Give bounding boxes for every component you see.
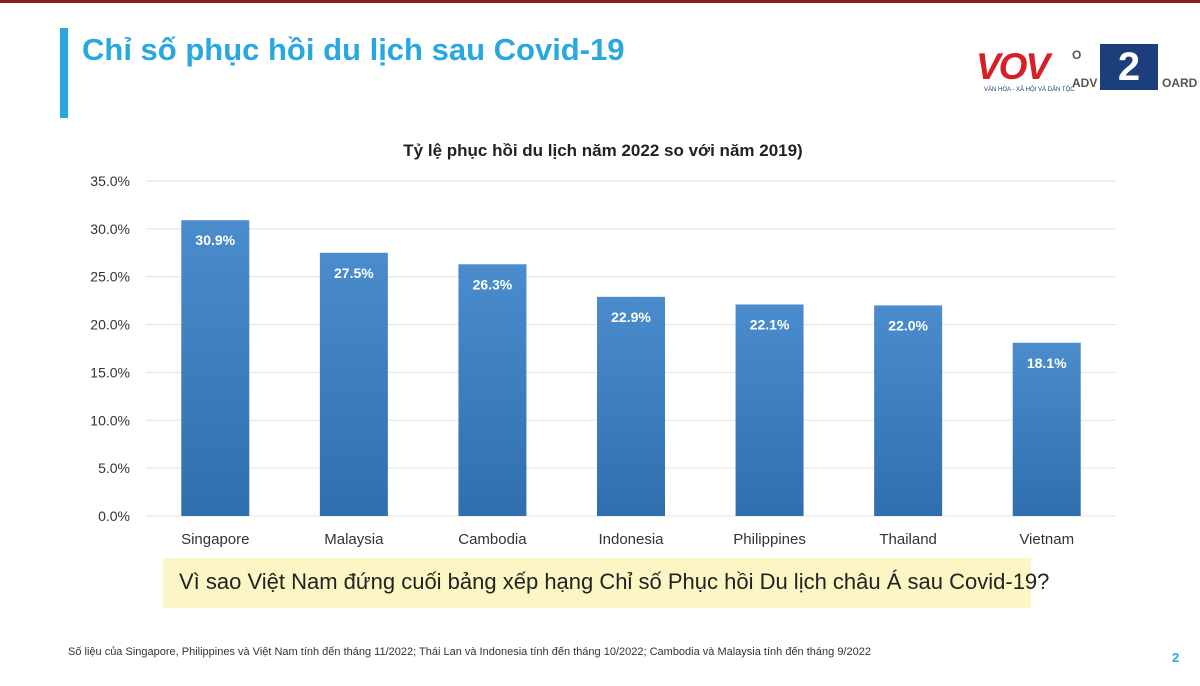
category-label: Thailand xyxy=(879,531,937,548)
question-text: Vì sao Việt Nam đứng cuối bảng xếp hạng … xyxy=(179,569,1050,594)
y-tick-label: 0.0% xyxy=(98,508,130,524)
bar-cambodia xyxy=(458,264,527,516)
bar-value-label: 22.1% xyxy=(750,316,790,332)
y-tick-label: 20.0% xyxy=(90,317,130,333)
logo-background-text: O xyxy=(1072,48,1082,62)
chart-title: Tỷ lệ phục hồi du lịch năm 2022 so với n… xyxy=(403,141,802,160)
x-axis-categories: Singapore Malaysia Cambodia Indonesia Philip… xyxy=(181,531,1074,548)
logo-background-text: ADV xyxy=(1072,76,1098,90)
bar-value-label: 22.0% xyxy=(888,317,928,333)
data-labels: 30.9% 27.5% 26.3% 22.9% 22.1% 22.0% 18.1% xyxy=(195,232,1067,371)
question-callout: Vì sao Việt Nam đứng cuối bảng xếp hạng … xyxy=(163,558,1049,608)
y-tick-label: 5.0% xyxy=(98,460,130,476)
bar-singapore xyxy=(181,220,250,516)
y-axis-ticks: 0.0% 5.0% 10.0% 15.0% 20.0% 25.0% 30.0% 35.0% xyxy=(90,173,130,524)
bar-chart: Tỷ lệ phục hồi du lịch năm 2022 so với n… xyxy=(90,141,1116,548)
slide-title: Chỉ số phục hồi du lịch sau Covid-19 xyxy=(82,32,625,67)
logo-channel-number: 2 xyxy=(1100,44,1158,90)
bars xyxy=(181,220,1081,517)
bar-vietnam xyxy=(1012,342,1081,516)
bar-indonesia xyxy=(597,296,665,516)
page-number: 2 xyxy=(1172,650,1180,665)
top-rule xyxy=(0,0,1200,3)
bar-value-label: 27.5% xyxy=(334,265,374,281)
category-label: Philippines xyxy=(733,531,806,548)
bar-value-label: 22.9% xyxy=(611,309,651,325)
source-footnote: Số liệu của Singapore, Philippines và Vi… xyxy=(68,646,871,658)
bar-value-label: 26.3% xyxy=(473,276,513,292)
category-label: Singapore xyxy=(181,531,249,548)
y-tick-label: 25.0% xyxy=(90,269,130,285)
vov2-logo: O ADV OARD VOV 2 VĂN HÓA - XÃ HỘI VÀ DÂN… xyxy=(972,44,1198,98)
bar-malaysia xyxy=(319,252,388,517)
title-accent-bar xyxy=(60,28,68,118)
category-label: Vietnam xyxy=(1019,531,1074,548)
bar-value-label: 30.9% xyxy=(195,232,235,248)
logo-background-text: OARD xyxy=(1162,76,1198,90)
category-label: Indonesia xyxy=(598,531,664,548)
y-tick-label: 30.0% xyxy=(90,221,130,237)
category-label: Cambodia xyxy=(458,531,527,548)
bar-philippines xyxy=(735,304,804,516)
logo-tagline: VĂN HÓA - XÃ HỘI VÀ DÂN TỘC xyxy=(984,87,1075,93)
y-tick-label: 10.0% xyxy=(90,412,130,428)
category-label: Malaysia xyxy=(324,531,384,548)
logo-brand: VOV xyxy=(976,46,1050,87)
bar-value-label: 18.1% xyxy=(1027,355,1067,371)
y-tick-label: 15.0% xyxy=(90,364,130,380)
y-tick-label: 35.0% xyxy=(90,173,130,189)
bar-thailand xyxy=(874,305,943,516)
